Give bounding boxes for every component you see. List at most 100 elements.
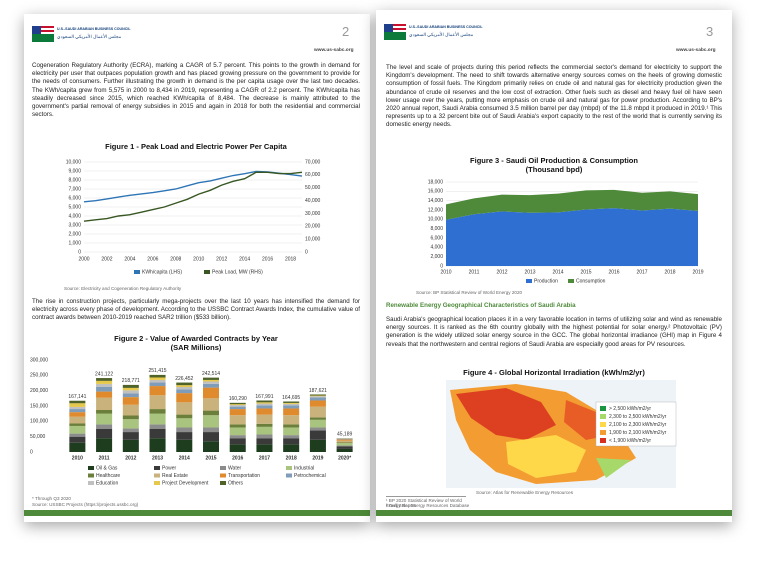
bar-segment [96,380,113,384]
legend-swatch [220,473,226,478]
x-tick-label: 2013 [524,269,535,275]
bar-segment [202,381,220,384]
bar-segment [96,409,113,414]
figure-subtitle: (SAR Millions) [170,343,222,352]
bar-segment [336,445,353,447]
x-tick-label: 2010 [440,269,451,275]
bar-segment [69,423,86,426]
legend-swatch [154,466,160,470]
bar-segment [176,386,193,390]
legend-swatch [154,481,160,485]
legend-swatch [600,406,606,411]
x-tick-label: 2000 [78,256,89,262]
right-page: U.S.-SAUDI ARABIAN BUSINESS COUNCIL مجلس… [376,10,732,522]
figure-source: Source: Electricity and Cogeneration Reg… [64,286,182,291]
bar-segment [176,385,193,387]
bar-segment [229,438,246,445]
bar-segment [309,439,326,452]
y-tick-label: 0 [30,449,33,455]
legend-swatch [568,279,574,283]
bar-segment [96,424,113,429]
x-tick-label: 2002 [101,256,112,262]
legend-label: Water [228,465,241,471]
bar-segment [309,396,326,398]
logo-flag [32,26,54,42]
bar-segment [309,395,326,397]
x-tick-label: 2018 [286,455,297,461]
y-tick-label: 6,000 [430,235,443,241]
figure-title: Figure 3 - Saudi Oil Production & Consum… [470,156,638,165]
x-tick-label: 2011 [99,455,110,461]
legend-swatch [286,466,292,470]
x-tick-label: 2017 [259,455,270,461]
bar-segment [309,394,326,396]
bar-segment [176,389,193,394]
bar-segment [336,446,353,449]
y-tick-label: 0 [305,249,308,255]
bar-segment [69,412,86,417]
bar-total-label: 45,189 [337,431,353,437]
y-tick-label: 7,000 [68,186,81,192]
logo-flag [384,24,406,40]
bar-segment [149,438,166,452]
bar-segment [96,386,113,392]
bar-segment [96,383,113,387]
bar-segment [96,429,113,439]
paragraph: The rise in construction projects, parti… [32,298,360,322]
bar-segment [202,398,220,411]
bar-segment [176,418,193,428]
y-tick-label: 1,000 [68,240,81,246]
bar-total-label: 226,452 [175,376,193,382]
bar-segment [69,425,86,434]
bar-segment [229,406,246,410]
bar-segment [256,438,273,445]
bar-segment [202,387,220,399]
bar-total-label: 251,415 [149,368,167,374]
x-tick-label: 2020* [338,455,351,461]
bar-segment [283,403,300,406]
bar-segment [283,427,300,436]
y-tick-label: 2,000 [430,254,443,260]
area-series [446,189,698,220]
x-tick-label: 2010 [193,256,204,262]
bar-segment [202,427,220,433]
y-tick-label: 5,000 [68,204,81,210]
figure-note: * Through Q3 2020 [32,496,71,501]
legend-swatch [600,414,606,419]
bar-segment [229,404,246,406]
bar-segment [283,408,300,416]
section-heading: Renewable Energy Geographical Characteri… [386,302,576,309]
bar-segment [309,406,326,418]
bar-segment [149,379,166,383]
bar-segment [176,414,193,419]
bar-segment [69,436,86,443]
bar-segment [256,403,273,406]
bar-segment [229,402,246,405]
legend-label: 2,300 to 2,500 kWh/m2/yr [609,414,667,420]
legend-label: Industrial [294,465,314,471]
bar-segment [202,415,220,428]
x-tick-label: 2016 [262,256,273,262]
bar-segment [229,405,246,407]
bar-segment [256,434,273,439]
x-tick-label: 2014 [239,256,250,262]
bar-segment [122,384,139,388]
bar-segment [309,417,326,420]
footnote: ¹ BP 2020 Statistical Review of World En… [386,496,466,508]
area-series [446,208,698,266]
bar-segment [336,448,353,452]
bar-segment [122,432,139,440]
bar-segment [283,424,300,428]
y-tick-label: 8,000 [430,226,443,232]
footnote: ² Gulf Solar Energy Resources Database [386,503,470,508]
y-tick-label: 16,000 [428,189,444,195]
figure-source: Source: USSBC Projects (https://projects… [32,502,139,507]
bar-segment [336,438,353,440]
legend-label: Peak Load, MW (RHS) [212,269,263,275]
x-tick-label: 2015 [580,269,591,275]
bar-segment [122,404,139,416]
map-region [506,435,586,478]
bar-total-label: 218,771 [122,378,140,384]
left-page: U.S.-SAUDI ARABIAN BUSINESS COUNCIL مجلس… [24,14,370,522]
figure-title: Figure 1 - Peak Load and Electric Power … [105,142,287,151]
